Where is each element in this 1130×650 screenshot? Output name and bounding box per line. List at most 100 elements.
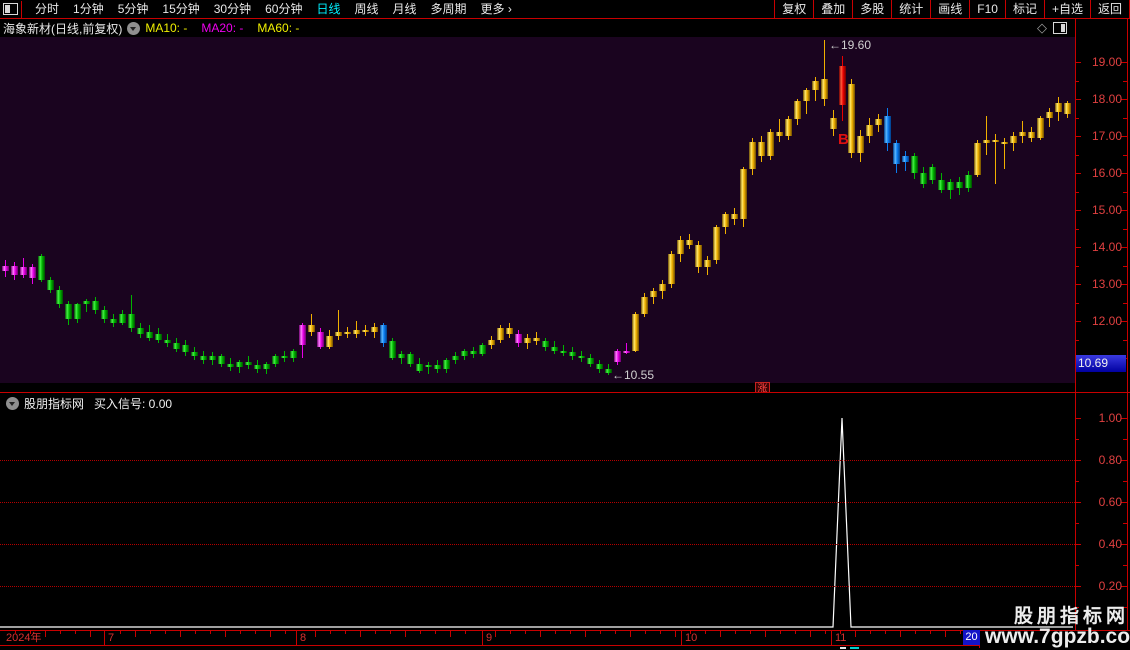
axis-tick (1121, 247, 1127, 248)
signal-tick-label: 0.40 (1098, 537, 1122, 551)
menu-item-15分钟[interactable]: 15分钟 (162, 2, 200, 16)
candle (83, 301, 90, 304)
menu-item-复权[interactable]: 复权 (774, 0, 813, 18)
candle (866, 125, 873, 136)
menu-item-+自选[interactable]: +自选 (1043, 0, 1090, 18)
date-minor-tick (270, 631, 271, 637)
candle (650, 291, 657, 297)
axis-tick (1075, 321, 1081, 322)
candle (389, 341, 396, 358)
date-minor-tick (315, 631, 316, 637)
candle (1028, 132, 1035, 138)
candle (182, 345, 189, 352)
candle (677, 240, 684, 254)
gridline (0, 544, 1075, 545)
candle-wick (563, 345, 564, 356)
menu-item-30分钟[interactable]: 30分钟 (213, 2, 252, 16)
menu-item-5分钟[interactable]: 5分钟 (117, 2, 149, 16)
collapse-chevron-icon[interactable] (127, 21, 141, 35)
candle (200, 356, 207, 360)
month-label: 11 (835, 632, 847, 644)
axis-minor-tick (1075, 439, 1079, 440)
date-minor-tick (765, 631, 766, 637)
menu-item-周线[interactable]: 周线 (354, 2, 379, 16)
date-minor-tick (330, 631, 331, 634)
candle (929, 167, 936, 180)
month-divider (482, 631, 483, 645)
candle (20, 267, 27, 275)
candle (362, 330, 369, 332)
menu-item-1分钟[interactable]: 1分钟 (73, 2, 104, 16)
candle (245, 362, 252, 365)
date-minor-tick (345, 631, 346, 634)
axis-tick (1121, 136, 1127, 137)
menu-item-F10[interactable]: F10 (969, 0, 1005, 18)
menu-item-多周期[interactable]: 多周期 (430, 2, 467, 16)
diamond-icon[interactable]: ◇ (1037, 20, 1047, 35)
gridline (0, 460, 1075, 461)
candle (839, 66, 846, 105)
month-divider (296, 631, 297, 645)
candle (173, 343, 180, 349)
axis-minor-tick (1075, 192, 1079, 193)
menu-item-更多 ›[interactable]: 更多 › (480, 2, 512, 16)
menu-item-画线[interactable]: 画线 (930, 0, 969, 18)
candle (965, 175, 972, 188)
date-minor-tick (780, 631, 781, 634)
candle (416, 364, 423, 371)
candle (119, 314, 126, 323)
candle (263, 364, 270, 369)
current-date-badge: 20 (963, 630, 980, 645)
gridline (0, 502, 1075, 503)
layout-icon[interactable] (1053, 22, 1067, 34)
menu-item-标记[interactable]: 标记 (1004, 0, 1044, 18)
axis-minor-tick (1075, 523, 1079, 524)
menu-item-统计[interactable]: 统计 (891, 0, 930, 18)
candlestick-chart[interactable] (0, 37, 1075, 383)
candle (1055, 103, 1062, 112)
menu-item-月线[interactable]: 月线 (392, 2, 417, 16)
menu-item-叠加[interactable]: 叠加 (813, 0, 852, 18)
candle (470, 351, 477, 354)
indicator-header: 股朋指标网 买入信号: 0.00 (0, 393, 1075, 413)
menu-item-60分钟[interactable]: 60分钟 (265, 2, 303, 16)
candle (65, 304, 72, 319)
candle (1010, 136, 1017, 143)
divider (0, 392, 1130, 393)
candle (551, 347, 558, 351)
collapse-chevron-icon[interactable] (6, 396, 19, 410)
candle-wick (779, 119, 780, 142)
tool-menu: 复权 叠加 多股 统计 画线 F10 标记 +自选 返回 (774, 0, 1130, 18)
axis-tick (1075, 418, 1081, 419)
candle (533, 338, 540, 341)
date-minor-tick (870, 631, 871, 634)
candle (236, 362, 243, 367)
bottom-fragment (850, 647, 859, 649)
menu-item-返回[interactable]: 返回 (1089, 0, 1130, 18)
axis-minor-tick (1075, 481, 1079, 482)
menu-item-多股[interactable]: 多股 (852, 0, 891, 18)
axis-tick (1075, 284, 1081, 285)
date-minor-tick (795, 631, 796, 634)
candle (587, 358, 594, 364)
candle-wick (131, 295, 132, 332)
candle (308, 325, 315, 332)
candle (1037, 118, 1044, 138)
date-minor-tick (720, 631, 721, 637)
candle (47, 280, 54, 290)
menu-item-日线[interactable]: 日线 (316, 2, 341, 16)
price-tick-label: 16.00 (1091, 166, 1122, 180)
candle (983, 140, 990, 143)
month-divider (104, 631, 105, 645)
signal-chart[interactable] (0, 414, 1075, 630)
axis-minor-tick (1075, 565, 1079, 566)
axis-tick (1075, 460, 1081, 461)
menu-item-分时[interactable]: 分时 (35, 2, 60, 16)
split-pane-button[interactable] (0, 0, 22, 18)
axis-minor-tick (1123, 607, 1127, 608)
date-minor-tick (525, 631, 526, 634)
candle (632, 314, 639, 351)
candle (353, 330, 360, 334)
axis-border (1127, 19, 1128, 630)
date-minor-tick (240, 631, 241, 634)
